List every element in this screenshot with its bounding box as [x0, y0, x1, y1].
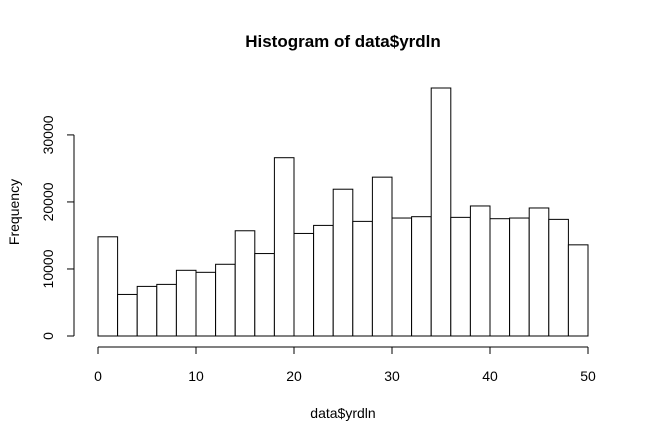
histogram-bar: [117, 293, 138, 337]
histogram-bar: [293, 232, 315, 337]
y-tick-label: 20000: [40, 182, 56, 221]
histogram-bar: [567, 244, 589, 337]
histogram-bar: [97, 236, 119, 337]
x-axis-label: data$yrdln: [310, 405, 375, 421]
x-tick-label: 0: [94, 368, 102, 384]
y-axis: 0 10000 20000 30000: [40, 115, 75, 340]
histogram-bar: [156, 283, 177, 337]
x-tick-label: 10: [188, 368, 204, 384]
y-tick-label: 30000: [40, 115, 56, 154]
x-tick-label: 40: [482, 368, 498, 384]
histogram-bar: [215, 263, 236, 337]
x-axis: 0 10 20 30 40 50: [94, 346, 596, 384]
x-tick-label: 50: [580, 368, 596, 384]
histogram-bar: [371, 176, 393, 337]
histogram-bar: [469, 205, 491, 337]
histogram-bar: [234, 230, 256, 337]
histogram-bar: [391, 217, 413, 337]
bars-group: [97, 87, 589, 337]
histogram-bar: [175, 269, 197, 337]
histogram-bar: [489, 218, 511, 337]
histogram-bar: [254, 253, 275, 337]
y-axis-label: Frequency: [6, 179, 22, 245]
histogram-bar: [450, 216, 471, 337]
y-tick-label: 10000: [40, 249, 56, 288]
x-tick-label: 30: [384, 368, 400, 384]
histogram-bar: [352, 220, 373, 337]
histogram-bar: [411, 216, 432, 337]
histogram-bar: [136, 285, 158, 337]
histogram-bar: [273, 157, 295, 337]
histogram-bar: [430, 87, 452, 337]
histogram-bar: [528, 207, 550, 337]
histogram-bar: [332, 188, 354, 337]
histogram-bar: [509, 217, 530, 337]
histogram-bar: [195, 271, 217, 337]
x-tick-label: 20: [286, 368, 302, 384]
chart-title: Histogram of data$yrdln: [245, 32, 441, 51]
histogram-bar: [548, 218, 569, 337]
histogram-bar: [313, 224, 334, 337]
y-tick-label: 0: [40, 332, 56, 340]
